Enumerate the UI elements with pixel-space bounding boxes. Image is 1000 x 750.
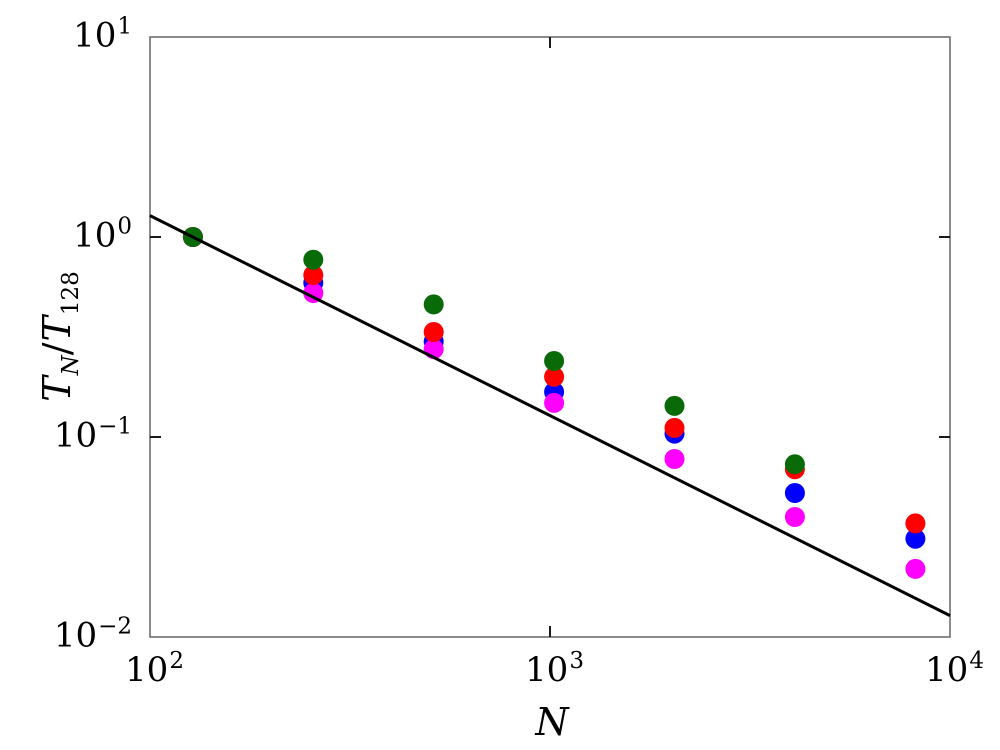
magenta-series-point [303, 283, 324, 303]
y-tick-label-base: 10 [53, 615, 98, 656]
x-tick-label-exponent: 2 [169, 648, 184, 674]
y-axis-label-t2: T [35, 316, 79, 342]
magenta-series-point [664, 449, 685, 469]
x-axis-label: N [535, 700, 569, 744]
x-tick-label-exponent: 3 [569, 648, 584, 674]
green-series-point [664, 395, 685, 416]
red-series-point [905, 513, 926, 534]
green-series-point [544, 351, 565, 371]
y-tick-label-exponent: 0 [117, 213, 132, 240]
y-axis-label: TN/T128 [35, 271, 84, 402]
y-axis-label-slash: / [35, 342, 79, 356]
red-series-point [303, 265, 324, 286]
x-tick-label-base: 10 [125, 650, 169, 690]
x-tick-label: 104 [925, 648, 984, 690]
green-series-point [784, 454, 805, 475]
x-tick-label: 103 [525, 648, 584, 690]
y-tick-label: 10−2 [53, 614, 132, 656]
y-tick-label-base: 10 [73, 15, 117, 56]
magenta-series-point [905, 558, 926, 579]
y-tick-label-base: 10 [73, 215, 117, 256]
green-series-point [423, 294, 444, 315]
red-series-point [544, 366, 565, 387]
magenta-series-point [544, 392, 565, 413]
red-series-point [423, 322, 444, 342]
x-tick-label-base: 10 [525, 650, 569, 690]
x-tick-label: 102 [125, 648, 184, 690]
y-axis-label-t1: T [35, 376, 79, 402]
blue-series-point [784, 483, 805, 503]
y-tick-label-exponent: −2 [98, 613, 132, 640]
reference-line [149, 214, 951, 617]
x-tick-label-base: 10 [925, 650, 969, 690]
y-axis-label-sub2: 128 [58, 271, 84, 316]
blue-series-point [905, 528, 926, 549]
magenta-series-point [784, 507, 805, 527]
y-tick-label: 100 [73, 214, 132, 256]
green-series-point [303, 249, 324, 270]
y-tick-label: 101 [73, 14, 132, 56]
y-tick-label-base: 10 [53, 415, 98, 456]
x-tick-label-exponent: 4 [969, 648, 984, 674]
plot-frame [149, 36, 951, 638]
y-tick-label-exponent: −1 [98, 413, 132, 440]
y-tick-label-exponent: 1 [117, 13, 132, 40]
y-tick-label: 10−1 [53, 414, 132, 456]
y-axis-label-sub1: N [58, 355, 84, 376]
red-series-point [664, 417, 685, 438]
